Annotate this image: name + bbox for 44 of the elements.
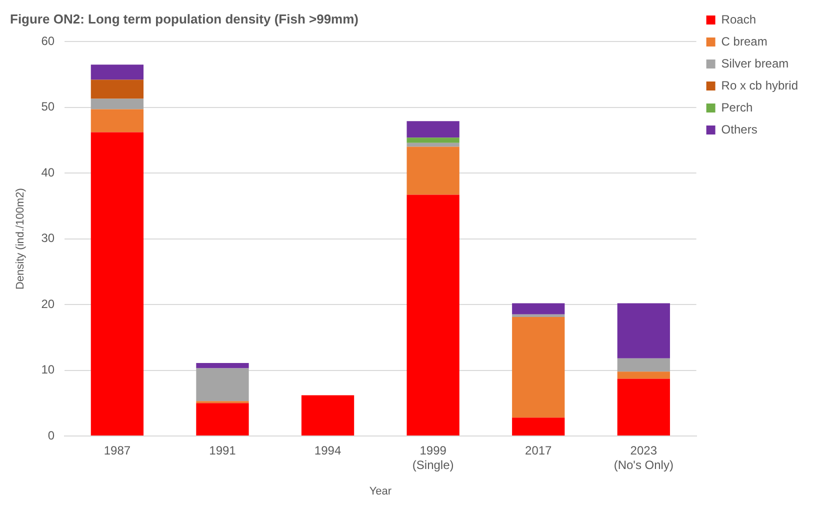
bar: [512, 303, 565, 314]
bar: [90, 80, 144, 99]
x-tick-label: 1991: [209, 444, 236, 458]
legend-label: Others: [721, 122, 758, 136]
bar: [301, 395, 354, 436]
bar: [617, 372, 670, 379]
y-tick-label: 30: [41, 231, 55, 246]
y-tick-label: 60: [41, 34, 55, 48]
x-tick-label: 1999 (Single): [412, 444, 454, 472]
x-tick-label: 2017: [525, 444, 552, 458]
x-tick-label: 2023 (No's Only): [614, 444, 674, 472]
x-axis-title: Year: [369, 485, 392, 498]
legend-label: Ro x cb hybrid: [721, 78, 798, 92]
bar: [406, 138, 460, 143]
bar: [90, 109, 144, 132]
bar: [512, 418, 565, 436]
bar: [512, 317, 565, 418]
legend-label: Silver bream: [721, 56, 789, 70]
bar: [406, 194, 460, 436]
bar: [617, 378, 670, 436]
legend-label: Roach: [721, 12, 756, 26]
bar: [90, 98, 144, 110]
bar: [406, 142, 460, 147]
y-tick-label: 10: [41, 362, 55, 377]
y-tick-label: 50: [41, 100, 55, 114]
bar: [90, 132, 144, 436]
bar: [617, 303, 670, 358]
chart-title: Figure ON2: Long term population density (Fish >99mm): [10, 11, 358, 26]
bar: [406, 146, 460, 195]
y-tick-label: 40: [41, 165, 55, 180]
legend-label: Perch: [721, 100, 753, 114]
bar: [196, 368, 249, 402]
bar: [406, 121, 460, 138]
y-tick-label: 0: [48, 428, 55, 442]
bar: [196, 403, 249, 436]
y-axis-title: Density (ind./100m2): [14, 188, 27, 290]
y-tick-label: 20: [41, 296, 55, 311]
x-tick-label: 1987: [104, 444, 131, 458]
bar: [90, 64, 144, 80]
legend-label: C bream: [721, 34, 768, 48]
bar: [617, 358, 670, 372]
bar: [512, 314, 565, 318]
bar: [196, 363, 249, 368]
x-tick-label: 1994: [314, 444, 342, 458]
